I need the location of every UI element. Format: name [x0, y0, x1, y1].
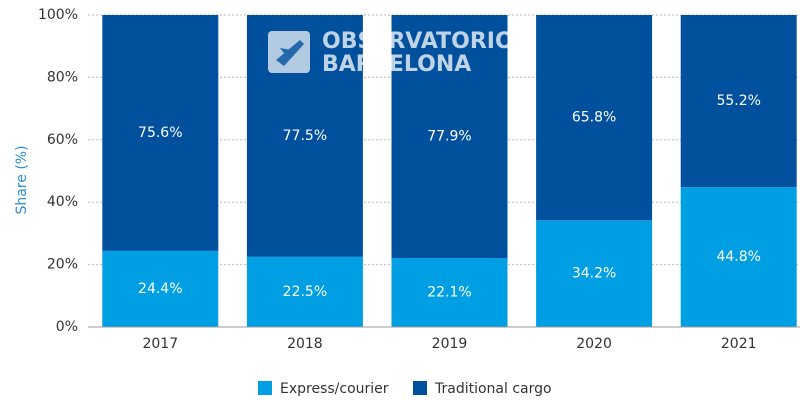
legend-label: Express/courier — [280, 381, 389, 397]
x-tick-label: 2019 — [432, 336, 468, 352]
bar-segment — [680, 187, 797, 327]
legend-label: Traditional cargo — [434, 381, 552, 397]
watermark-text: BARCELONA — [322, 52, 471, 77]
plane-icon — [276, 40, 304, 66]
watermark-text: OBSERVATORIO — [322, 29, 514, 54]
bar-segment — [391, 258, 508, 327]
legend-swatch — [258, 381, 272, 395]
data-label: 24.4% — [138, 281, 182, 297]
x-tick-label: 2021 — [721, 336, 757, 352]
y-tick-label: 20% — [47, 257, 78, 273]
data-label: 55.2% — [716, 93, 760, 109]
data-label: 77.5% — [283, 128, 327, 144]
bar-segment — [102, 15, 219, 251]
bar-segment — [536, 220, 653, 327]
data-label: 44.8% — [716, 249, 760, 265]
data-label: 65.8% — [572, 110, 616, 126]
bar-segment — [391, 15, 508, 259]
data-label: 22.1% — [427, 285, 471, 301]
data-label: 77.9% — [427, 129, 471, 145]
y-axis-label: Share (%) — [14, 145, 30, 214]
data-label: 34.2% — [572, 266, 616, 282]
legend-swatch — [413, 381, 427, 395]
bar-segment — [680, 15, 797, 188]
watermark: OBSERVATORIO BARCELONA — [268, 29, 514, 77]
bar-segment — [102, 250, 219, 327]
y-tick-label: 80% — [47, 69, 78, 85]
data-label: 75.6% — [138, 125, 182, 141]
y-tick-label: 100% — [38, 7, 78, 23]
bar-segment — [536, 15, 653, 221]
x-tick-label: 2018 — [287, 336, 323, 352]
bar-segment — [246, 256, 363, 327]
x-tick-label: 2017 — [142, 336, 178, 352]
x-tick-label: 2020 — [576, 336, 612, 352]
y-tick-label: 60% — [47, 132, 78, 148]
y-tick-label: 40% — [47, 194, 78, 210]
data-label: 22.5% — [283, 284, 327, 300]
y-tick-label: 0% — [56, 319, 78, 335]
plot-area: 0% 20% 40% 60% 80% 100% 2017 24.4% 75.6% 2018 22.5… — [38, 7, 800, 397]
